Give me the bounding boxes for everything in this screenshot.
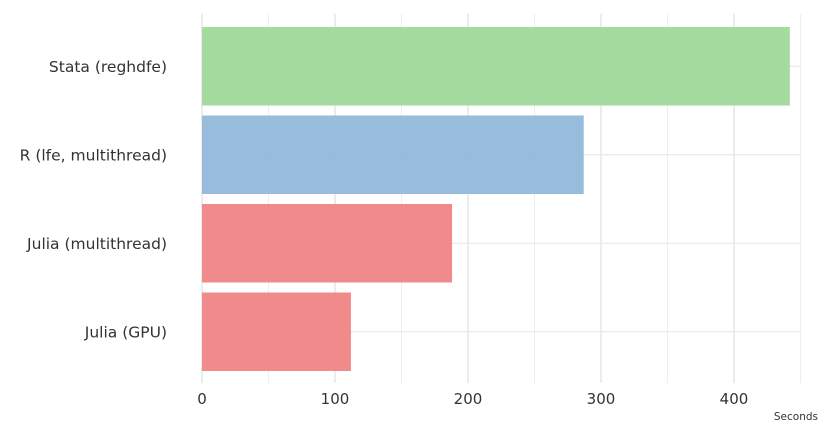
x-tick-label: 200 [454,390,483,408]
category-label: Julia (multithread) [26,235,167,253]
category-label: Julia (GPU) [84,323,167,341]
category-labels: Stata (reghdfe) R (lfe, multithread) Julia… [20,58,167,342]
x-tick-label: 400 [720,390,749,408]
bar-3 [202,204,453,283]
bars [202,27,790,371]
x-tick-label: 0 [197,390,207,408]
bar-4 [202,292,351,371]
x-tick-label: 300 [587,390,616,408]
bar-2 [202,115,584,194]
x-axis-title: Seconds [774,411,818,423]
category-label: Stata (reghdfe) [49,58,167,76]
category-label: R (lfe, multithread) [20,146,167,164]
x-tick-label: 100 [321,390,350,408]
bar-1 [202,27,790,106]
x-tick-labels: 0 100 200 300 400 [197,390,748,408]
